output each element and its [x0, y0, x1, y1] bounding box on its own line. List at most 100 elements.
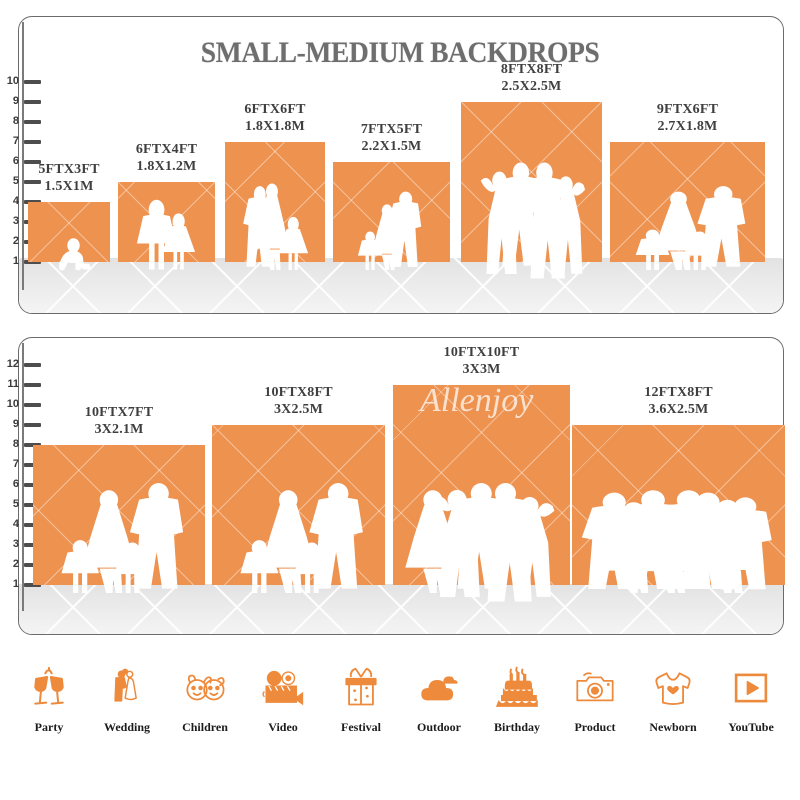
- bar-size-m: 3X3M: [462, 361, 501, 377]
- icon-item-children[interactable]: Children: [166, 660, 244, 735]
- youtube-icon: [723, 660, 779, 716]
- bar-size-m: 3X2.5M: [273, 401, 324, 417]
- icon-label: Outdoor: [416, 720, 461, 734]
- bar-size-m: 2.2X1.5M: [361, 138, 422, 154]
- floor-band-2: [19, 584, 783, 634]
- axis-tick: [24, 583, 41, 587]
- icon-label: Wedding: [103, 720, 151, 734]
- icon-item-newborn[interactable]: Newborn: [634, 660, 712, 735]
- icon-label: Newborn: [649, 720, 697, 734]
- bar-size-m: 1.5X1M: [44, 178, 94, 194]
- size-bar: [28, 202, 110, 262]
- bar-lattice-decor: [33, 445, 205, 585]
- bar-lattice-decor: [225, 142, 325, 262]
- axis-tick: [24, 563, 41, 567]
- axis-tick: [24, 463, 41, 467]
- axis-tick-label: 6: [12, 478, 19, 490]
- festival-icon: [333, 660, 389, 716]
- axis-tick: [24, 503, 41, 507]
- icon-label: Product: [574, 720, 616, 734]
- bar-size-m: 2.5X2.5M: [501, 78, 562, 94]
- axis-tick: [24, 543, 41, 547]
- outdoor-icon: [411, 660, 467, 716]
- axis-tick-label: 1: [12, 255, 19, 267]
- bar-size-label: 8FTX8FT 2.5X2.5M: [431, 62, 632, 95]
- bar-lattice-decor: [118, 182, 215, 262]
- bar-size-label: 5FTX3FT 1.5X1M: [0, 162, 140, 195]
- axis-tick-label: 9: [12, 95, 19, 107]
- bar-size-ft: 10FTX7FT: [84, 405, 154, 420]
- icon-item-outdoor[interactable]: Outdoor: [400, 660, 478, 735]
- axis-tick: [24, 403, 41, 407]
- size-bar: [610, 142, 765, 262]
- floor-lattice-decor-2: [19, 584, 783, 634]
- axis-tick-label: 2: [12, 558, 19, 570]
- axis-tick: [24, 120, 41, 124]
- axis-tick: [24, 260, 41, 264]
- axis-tick-label: 11: [7, 378, 19, 390]
- bar-size-m: 3.6X2.5M: [648, 401, 709, 417]
- axis-tick-label: 7: [12, 135, 19, 147]
- icon-item-party[interactable]: Party: [10, 660, 88, 735]
- use-case-icon-strip: Party Wedding Children Video: [10, 660, 790, 760]
- icon-item-video[interactable]: Video: [244, 660, 322, 735]
- icon-label: Festival: [341, 720, 381, 734]
- axis-tick-label: 10: [6, 398, 19, 410]
- bar-size-m: 2.7X1.8M: [657, 118, 718, 134]
- icon-item-wedding[interactable]: Wedding: [88, 660, 166, 735]
- axis-tick: [24, 383, 41, 387]
- axis-tick-label: 7: [12, 458, 19, 470]
- bar-size-ft: 7FTX5FT: [360, 122, 423, 137]
- axis-tick-label: 3: [12, 538, 19, 550]
- product-icon: [567, 660, 623, 716]
- bar-lattice-decor: [610, 142, 765, 262]
- floor-lattice-decor: [19, 258, 783, 313]
- party-icon: [21, 660, 77, 716]
- bar-lattice-decor: [212, 425, 385, 585]
- wedding-icon: [99, 660, 155, 716]
- size-bar: [333, 162, 450, 262]
- bar-size-label: 7FTX5FT 2.2X1.5M: [303, 122, 480, 155]
- page-title: SMALL-MEDIUM BACKDROPS: [200, 36, 600, 69]
- bar-size-ft: 12FTX8FT: [644, 385, 713, 400]
- video-icon: [255, 660, 311, 716]
- axis-tick: [24, 363, 41, 367]
- icon-item-youtube[interactable]: YouTube: [712, 660, 790, 735]
- floor-band: [19, 258, 783, 313]
- axis-tick-label: 6: [12, 155, 19, 167]
- size-bar: [33, 445, 205, 585]
- bar-size-m: 3X2.1M: [94, 421, 144, 437]
- axis-tick: [24, 483, 41, 487]
- axis-tick-label: 4: [12, 195, 19, 207]
- axis-tick: [24, 100, 41, 104]
- axis-tick: [24, 443, 41, 447]
- bar-lattice-decor: [333, 162, 450, 262]
- axis-tick: [24, 180, 41, 184]
- axis-tick-label: 3: [12, 215, 19, 227]
- birthday-icon: [489, 660, 545, 716]
- icon-item-birthday[interactable]: Birthday: [478, 660, 556, 735]
- axis-tick-label: 9: [12, 418, 19, 430]
- bar-size-ft: 9FTX6FT: [656, 102, 719, 117]
- axis-tick: [24, 160, 41, 164]
- bar-lattice-decor: [28, 202, 110, 262]
- bar-size-label: 10FTX7FT 3X2.1M: [3, 405, 235, 438]
- bar-size-ft: 5FTX3FT: [38, 162, 100, 177]
- axis-tick-label: 5: [12, 175, 19, 187]
- bar-size-ft: 6FTX6FT: [244, 102, 306, 117]
- bar-size-ft: 10FTX8FT: [264, 385, 333, 400]
- axis-tick-label: 1: [12, 578, 19, 590]
- newborn-icon: [645, 660, 701, 716]
- icon-item-festival[interactable]: Festival: [322, 660, 400, 735]
- axis-tick-label: 8: [12, 438, 19, 450]
- bar-size-label: 12FTX8FT 3.6X2.5M: [542, 385, 800, 418]
- bar-size-label: 6FTX6FT 1.8X1.8M: [195, 102, 355, 135]
- axis-tick: [24, 140, 41, 144]
- axis-tick-label: 10: [6, 75, 19, 87]
- axis-tick: [24, 523, 41, 527]
- icon-item-product[interactable]: Product: [556, 660, 634, 735]
- bar-size-ft: 8FTX8FT: [500, 62, 563, 77]
- bar-size-label: 6FTX4FT 1.8X1.2M: [88, 142, 245, 175]
- bar-size-label: 9FTX6FT 2.7X1.8M: [580, 102, 795, 135]
